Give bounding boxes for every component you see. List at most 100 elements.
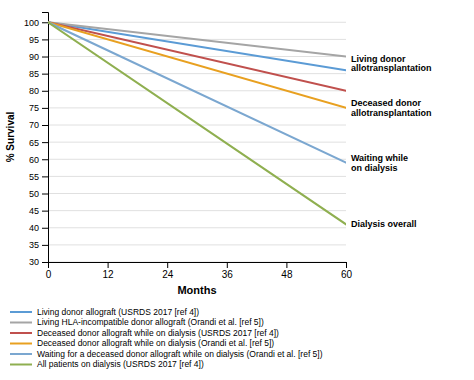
y-axis: 3035404550556065707580859095100 bbox=[24, 13, 49, 268]
tick-mark bbox=[42, 125, 48, 126]
legend-swatch bbox=[10, 364, 32, 366]
tick-label: 75 bbox=[29, 103, 39, 113]
grid-line bbox=[48, 244, 346, 245]
annotation-line: Deceased donor bbox=[351, 98, 422, 108]
annotation: Deceased donorallotransplantation bbox=[351, 98, 432, 118]
tick-mark bbox=[42, 142, 48, 143]
tick-mark bbox=[42, 108, 48, 109]
tick-mark bbox=[42, 57, 48, 58]
grid-line bbox=[48, 125, 346, 126]
legend-label: All patients on dialysis (USRDS 2017 [re… bbox=[37, 359, 204, 369]
grid-line bbox=[48, 90, 346, 91]
tick-label: 55 bbox=[29, 172, 39, 182]
tick: 55 bbox=[29, 172, 48, 182]
tick-label: 90 bbox=[29, 52, 39, 62]
annotations: Living donorallotransplantationDeceased … bbox=[351, 54, 432, 230]
tick-label: 40 bbox=[29, 223, 39, 233]
tick-mark bbox=[42, 211, 48, 212]
annotation: Dialysis overall bbox=[351, 219, 417, 229]
legend-item: Living donor allograft (USRDS 2017 [ref … bbox=[10, 307, 199, 317]
grid-line bbox=[48, 73, 346, 74]
tick-mark bbox=[346, 262, 347, 268]
tick: 60 bbox=[29, 155, 48, 165]
tick: 24 bbox=[162, 262, 174, 280]
legend-label: Deceased donor allograft while on dialys… bbox=[37, 338, 274, 348]
lines bbox=[48, 22, 346, 224]
tick: 35 bbox=[29, 240, 48, 250]
tick: 70 bbox=[29, 120, 48, 130]
y-axis-title: % Survival bbox=[5, 111, 16, 162]
grid-line bbox=[48, 22, 346, 23]
legend-swatch bbox=[10, 353, 32, 355]
tick-mark bbox=[42, 22, 48, 23]
annotation-line: Dialysis overall bbox=[351, 219, 417, 229]
legend-label: Living HLA-incompatible donor allograft … bbox=[37, 317, 264, 327]
grid-line bbox=[48, 176, 346, 177]
tick-label: 24 bbox=[162, 269, 174, 280]
tick: 50 bbox=[29, 189, 48, 199]
tick-label: 65 bbox=[29, 138, 39, 148]
tick-mark bbox=[42, 176, 48, 177]
tick-mark bbox=[42, 39, 48, 40]
x-axis: 0 12 24 36 48 60 bbox=[46, 262, 353, 280]
tick-mark bbox=[42, 262, 48, 263]
legend-label: Waiting for a deceased donor allograft w… bbox=[37, 349, 323, 359]
axis-line bbox=[42, 13, 49, 263]
legend-swatch bbox=[10, 343, 32, 345]
legend-label: Deceased donor allograft while on dialys… bbox=[37, 328, 279, 338]
tick-mark bbox=[42, 228, 48, 229]
tick: 60 bbox=[341, 262, 353, 280]
series-line bbox=[48, 22, 346, 108]
series-line bbox=[48, 22, 346, 224]
tick: 36 bbox=[222, 262, 234, 280]
annotation: Living donorallotransplantation bbox=[351, 54, 432, 74]
annotation-line: Living donor bbox=[351, 54, 406, 64]
series-line bbox=[48, 22, 346, 70]
legend-item: All patients on dialysis (USRDS 2017 [re… bbox=[10, 359, 204, 369]
legend-swatch bbox=[10, 311, 32, 313]
grid-line bbox=[48, 159, 346, 160]
tick-label: 70 bbox=[29, 120, 39, 130]
tick: 12 bbox=[103, 262, 115, 280]
tick-label: 50 bbox=[29, 189, 39, 199]
grid-line bbox=[48, 210, 346, 211]
legend: Living donor allograft (USRDS 2017 [ref … bbox=[10, 307, 323, 370]
tick-mark bbox=[42, 194, 48, 195]
tick-mark bbox=[42, 91, 48, 92]
tick: 85 bbox=[29, 69, 48, 79]
plot: 0122436486030354045505560657075808590951… bbox=[5, 13, 431, 297]
chart: 0122436486030354045505560657075808590951… bbox=[0, 0, 474, 380]
tick-mark bbox=[108, 262, 109, 268]
grid-line bbox=[48, 227, 346, 228]
axis-line bbox=[49, 263, 347, 269]
tick-label: 36 bbox=[222, 269, 234, 280]
tick: 75 bbox=[29, 103, 48, 113]
tick-mark bbox=[42, 245, 48, 246]
tick-label: 45 bbox=[29, 206, 39, 216]
annotation-line: allotransplantation bbox=[351, 63, 432, 73]
legend-label: Living donor allograft (USRDS 2017 [ref … bbox=[37, 307, 199, 317]
legend-item: Deceased donor allograft while on dialys… bbox=[10, 328, 279, 338]
tick-label: 12 bbox=[103, 269, 115, 280]
tick-mark bbox=[42, 159, 48, 160]
tick: 45 bbox=[29, 206, 48, 216]
tick-label: 30 bbox=[29, 257, 39, 267]
tick: 90 bbox=[29, 52, 48, 62]
tick: 100 bbox=[24, 18, 48, 28]
tick-label: 60 bbox=[341, 269, 353, 280]
tick-label: 85 bbox=[29, 69, 39, 79]
tick-label: 0 bbox=[46, 269, 52, 280]
x-axis-title: Months bbox=[177, 284, 216, 296]
tick-label: 100 bbox=[24, 18, 39, 28]
tick: 0 bbox=[46, 262, 52, 280]
annotation-line: allotransplantation bbox=[351, 108, 432, 118]
series-line bbox=[48, 22, 346, 162]
legend-swatch bbox=[10, 332, 32, 334]
legend-swatch bbox=[10, 322, 32, 324]
legend-item: Deceased donor allograft while on dialys… bbox=[10, 338, 274, 348]
annotation: Waiting whileon dialysis bbox=[351, 153, 408, 173]
tick-label: 48 bbox=[281, 269, 293, 280]
legend-item: Waiting for a deceased donor allograft w… bbox=[10, 349, 323, 359]
tick: 40 bbox=[29, 223, 48, 233]
tick: 95 bbox=[29, 35, 48, 45]
